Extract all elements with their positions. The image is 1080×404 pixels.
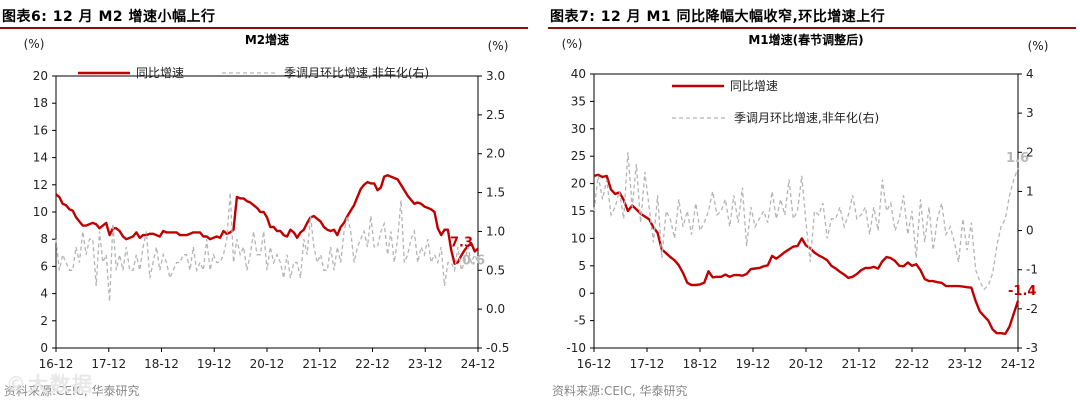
figure-6-title-rule bbox=[0, 27, 528, 29]
left-tick-label: 10 bbox=[33, 205, 48, 219]
legend-label-yoy: 同比增速 bbox=[730, 79, 778, 93]
x-tick-label: 19-12 bbox=[736, 357, 771, 371]
right-tick-label: 1 bbox=[1026, 184, 1034, 198]
chart-title: M2增速 bbox=[245, 32, 289, 47]
left-tick-label: 2 bbox=[40, 314, 48, 328]
left-tick-label: 5 bbox=[578, 259, 586, 273]
left-tick-label: 0 bbox=[40, 341, 48, 355]
x-tick-label: 22-12 bbox=[895, 357, 930, 371]
left-tick-label: 35 bbox=[571, 94, 586, 108]
left-tick-label: -5 bbox=[574, 314, 586, 328]
right-tick-label: -2 bbox=[1026, 302, 1038, 316]
x-tick-label: 17-12 bbox=[630, 357, 665, 371]
x-tick-label: 19-12 bbox=[197, 357, 232, 371]
left-tick-label: 40 bbox=[571, 67, 586, 81]
series-line-yoy bbox=[593, 173, 1020, 335]
left-axis-unit: (%) bbox=[24, 37, 45, 51]
right-tick-label: 3.0 bbox=[486, 69, 505, 83]
right-tick-label: 0.5 bbox=[486, 263, 505, 277]
right-tick-label: 1.5 bbox=[486, 186, 505, 200]
left-tick-label: 30 bbox=[571, 122, 586, 136]
plot-frame bbox=[55, 75, 479, 349]
left-tick-label: -10 bbox=[566, 341, 586, 355]
right-tick-label: 2 bbox=[1026, 145, 1034, 159]
series-line-yoy bbox=[55, 174, 479, 265]
left-tick-label: 6 bbox=[40, 259, 48, 273]
x-tick-label: 22-12 bbox=[355, 357, 390, 371]
x-tick-label: 21-12 bbox=[302, 357, 337, 371]
x-tick-label: 21-12 bbox=[842, 357, 877, 371]
figure-6-source: 资料来源:CEIC, 华泰研究 bbox=[4, 384, 140, 398]
x-tick-label: 20-12 bbox=[789, 357, 824, 371]
figure-7-title-rule bbox=[548, 27, 1076, 29]
series-line-mom-dashed bbox=[593, 152, 1019, 291]
right-tick-label: 2.0 bbox=[486, 147, 505, 161]
legend-label-mom: 季调月环比增速,非年化(右) bbox=[734, 110, 879, 125]
left-tick-label: 25 bbox=[571, 149, 586, 163]
left-tick-label: 0 bbox=[578, 286, 586, 300]
right-axis-unit: (%) bbox=[1028, 39, 1049, 53]
x-tick-label: 23-12 bbox=[948, 357, 983, 371]
x-tick-label: 24-12 bbox=[461, 357, 496, 371]
x-tick-label: 23-12 bbox=[408, 357, 443, 371]
figure-7-panel: 图表7: 12 月 M1 同比降幅大幅收窄,环比增速上行 M1增速(春节调整后)… bbox=[548, 0, 1078, 404]
left-tick-label: 12 bbox=[33, 178, 48, 192]
end-value-label-yoy: 7.3 bbox=[450, 236, 473, 251]
end-value-label-yoy: -1.4 bbox=[1008, 284, 1036, 299]
right-tick-label: 2.5 bbox=[486, 108, 505, 122]
left-tick-label: 18 bbox=[33, 96, 48, 110]
right-tick-label: 1.0 bbox=[486, 224, 505, 238]
m2-chart: M2增速 (%) (%) 0 2 4 6 8 10 12 14 16 18 20 -0.5 0.0 0.5 1.0… bbox=[24, 32, 510, 371]
x-tick-label: 24-12 bbox=[1001, 357, 1036, 371]
left-tick-label: 8 bbox=[40, 232, 48, 246]
right-tick-label: 3 bbox=[1026, 106, 1034, 120]
chart-title: M1增速(春节调整后) bbox=[748, 32, 863, 47]
left-tick-label: 16 bbox=[33, 123, 48, 137]
left-axis-unit: (%) bbox=[562, 37, 583, 51]
right-axis-unit: (%) bbox=[488, 39, 509, 53]
figure-7-heading: 图表7: 12 月 M1 同比降幅大幅收窄,环比增速上行 bbox=[550, 9, 886, 25]
x-tick-label: 16-12 bbox=[577, 357, 612, 371]
left-tick-label: 20 bbox=[33, 69, 48, 83]
left-tick-label: 14 bbox=[33, 151, 48, 165]
figure-7-source: 资料来源:CEIC, 华泰研究 bbox=[552, 384, 688, 398]
right-tick-label: -3 bbox=[1026, 341, 1038, 355]
right-tick-label: 0.0 bbox=[486, 302, 505, 316]
figure-6-heading: 图表6: 12 月 M2 增速小幅上行 bbox=[2, 9, 216, 25]
legend-label-mom: 季调月环比增速,非年化(右) bbox=[284, 65, 429, 80]
left-tick-label: 20 bbox=[571, 177, 586, 191]
left-tick-label: 4 bbox=[40, 287, 48, 301]
right-tick-label: -0.5 bbox=[486, 341, 509, 355]
watermark-text: ©大数据 bbox=[6, 372, 94, 396]
x-tick-label: 18-12 bbox=[683, 357, 718, 371]
figure-6-panel: 图表6: 12 月 M2 增速小幅上行 M2增速 (%) (%) 0 2 4 6 8 10 12 1… bbox=[0, 0, 530, 404]
left-tick-label: 15 bbox=[571, 204, 586, 218]
x-tick-label: 17-12 bbox=[91, 357, 126, 371]
m1-chart: M1增速(春节调整后)(%) (%)-10-50510152025303540-3… bbox=[562, 32, 1049, 371]
right-tick-label: -1 bbox=[1026, 263, 1038, 277]
right-tick-label: 4 bbox=[1026, 67, 1034, 81]
right-tick-label: 0 bbox=[1026, 224, 1034, 238]
end-value-label-mom: 1.6 bbox=[1006, 151, 1029, 166]
x-tick-label: 20-12 bbox=[250, 357, 285, 371]
left-tick-label: 10 bbox=[571, 231, 586, 245]
x-tick-label: 18-12 bbox=[144, 357, 179, 371]
end-value-label-mom: 0.6 bbox=[462, 254, 485, 269]
legend-label-yoy: 同比增速 bbox=[136, 66, 184, 80]
series-line-mom-dashed bbox=[55, 192, 479, 302]
x-tick-label: 16-12 bbox=[39, 357, 74, 371]
